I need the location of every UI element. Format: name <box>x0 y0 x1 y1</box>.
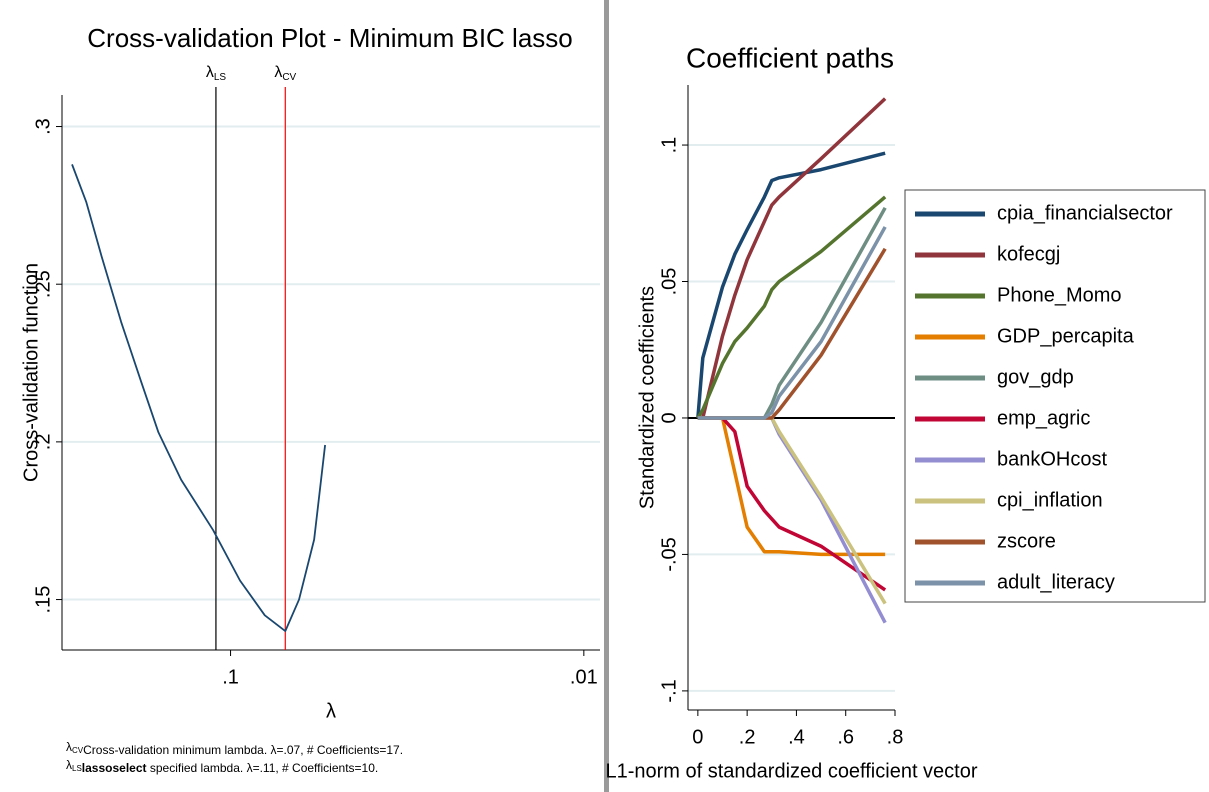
x-axis-title: λ <box>326 700 336 722</box>
legend-box <box>904 189 1206 603</box>
legend-label: zscore <box>997 530 1056 552</box>
reference-subscript: LS <box>214 72 227 83</box>
legend-label: cpia_financialsector <box>997 202 1173 224</box>
coef-path <box>697 226 887 420</box>
x-tick-label: 0 <box>692 726 703 748</box>
reference-subscript: CV <box>282 72 296 83</box>
note-text: specified lambda. λ=.11, # Coefficients=… <box>147 761 379 775</box>
y-tick-label: 0 <box>658 412 680 423</box>
x-tick-label: .01 <box>570 666 598 688</box>
legend-label: GDP_percapita <box>997 325 1135 347</box>
y-tick-label: -.1 <box>658 679 680 702</box>
legend-label: cpi_inflation <box>997 489 1103 511</box>
note-subscript: LS <box>72 764 82 773</box>
reference-symbol: λ <box>206 64 214 81</box>
note-symbol: λ <box>66 740 72 754</box>
coef-path <box>696 151 886 419</box>
note-subscript: CV <box>72 746 84 755</box>
legend-label: emp_agric <box>997 407 1090 429</box>
note-bold: lassoselect <box>82 761 147 775</box>
y-tick-label: -.05 <box>658 537 680 571</box>
x-tick-label: .4 <box>788 726 805 748</box>
legend-label: gov_gdp <box>997 366 1074 388</box>
note-symbol: λ <box>66 758 72 772</box>
plot-area <box>688 85 895 710</box>
reference-symbol: λ <box>274 64 282 81</box>
plot-area <box>62 95 600 650</box>
y-tick-label: .2 <box>32 434 54 451</box>
x-tick-label: .1 <box>222 666 239 688</box>
y-axis-title: Cross-validation function <box>20 263 42 482</box>
legend-label: Phone_Momo <box>997 284 1122 306</box>
legend-label: bankOHcost <box>997 448 1107 470</box>
x-axis-title: L1-norm of standardized coefficient vect… <box>605 760 977 782</box>
divider <box>604 0 609 792</box>
legend-label: adult_literacy <box>997 571 1115 593</box>
y-tick-label: .15 <box>32 586 54 614</box>
legend-label: kofecgj <box>997 243 1060 265</box>
x-tick-label: .6 <box>837 726 854 748</box>
x-tick-label: .2 <box>739 726 756 748</box>
y-tick-label: .25 <box>32 270 54 298</box>
y-tick-label: .05 <box>658 268 680 296</box>
chart-title: Coefficient paths <box>686 42 894 73</box>
chart-title: Cross-validation Plot - Minimum BIC lass… <box>87 23 572 53</box>
y-tick-label: .1 <box>658 137 680 154</box>
x-tick-label: .8 <box>887 726 904 748</box>
coef-path <box>696 195 887 419</box>
y-axis-title: Standardized coefficients <box>636 286 658 509</box>
y-tick-label: .3 <box>32 118 54 135</box>
reference-label: λLS <box>206 64 227 82</box>
note: λLSlassoselect specified lambda. λ=.11, … <box>66 758 378 775</box>
cv-line <box>71 164 326 632</box>
coef-path <box>697 97 887 420</box>
note-text: Cross-validation minimum lambda. λ=.07, … <box>83 743 403 757</box>
note: λCVCross-validation minimum lambda. λ=.0… <box>66 740 403 757</box>
reference-label: λCV <box>274 64 296 82</box>
